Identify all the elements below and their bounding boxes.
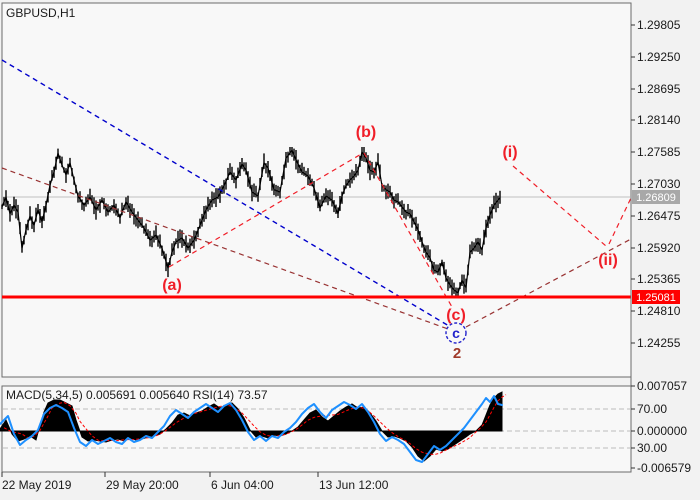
- wave-a-b-line[interactable]: [168, 152, 364, 268]
- price-tick-label: 1.24810: [637, 304, 681, 318]
- current-price-badge-label: 1.26809: [636, 192, 676, 204]
- price-tick-label: 1.24255: [637, 336, 681, 350]
- maroon-channel-line[interactable]: [1, 167, 449, 330]
- price-tick-label: 1.29250: [637, 50, 681, 64]
- symbol-title: GBPUSD,H1: [6, 6, 76, 20]
- price-tick-label: 1.28695: [637, 82, 681, 96]
- wave-b-c-line[interactable]: [363, 152, 453, 308]
- current-price-badge: [632, 190, 680, 204]
- price-tick-label: 1.27030: [637, 177, 681, 191]
- macd-histogram: [0, 391, 503, 462]
- support-level-badge: [632, 290, 680, 304]
- support-level-badge-label: 1.25081: [636, 292, 676, 304]
- price-panel[interactable]: [1, 2, 632, 378]
- wave-label-2: 2: [453, 345, 461, 362]
- wave-label-a: (a): [162, 277, 182, 294]
- indicator-axis[interactable]: 0.007057 70.00 0.000000 30.00 -0.006579: [631, 379, 691, 475]
- price-tick-label: 1.27585: [637, 145, 681, 159]
- time-axis[interactable]: 22 May 2019 29 May 20:00 6 Jun 04:00 13 …: [1, 472, 389, 492]
- time-tick-label: 13 Jun 12:00: [319, 478, 389, 492]
- wave-label-ii: (ii): [598, 252, 618, 269]
- wave-c-circle[interactable]: [445, 322, 467, 344]
- wave-label-c-inner: c: [452, 325, 460, 341]
- wave-i-ii-line[interactable]: [512, 165, 607, 247]
- candlestick-series: [1, 147, 501, 298]
- indicator-tick-label: 0.007057: [637, 379, 687, 393]
- indicator-tick-label: -0.006579: [637, 461, 691, 475]
- maroon-projection-line[interactable]: [465, 238, 632, 328]
- price-tick-label: 1.26475: [637, 209, 681, 223]
- price-axis[interactable]: 1.29805 1.29250 1.28695 1.28140 1.27585 …: [631, 18, 681, 350]
- price-tick-label: 1.28140: [637, 113, 681, 127]
- wave-label-i: (i): [502, 144, 517, 161]
- indicator-tick-label: 0.000000: [637, 424, 687, 438]
- time-tick-label: 22 May 2019: [2, 478, 72, 492]
- indicator-tick-label: 70.00: [637, 402, 667, 416]
- price-tick-label: 1.29805: [637, 18, 681, 32]
- price-tick-label: 1.25920: [637, 241, 681, 255]
- time-tick-label: 29 May 20:00: [106, 478, 179, 492]
- indicator-tick-label: 30.00: [637, 441, 667, 455]
- indicator-title: MACD(5,34,5) 0.005691 0.005640 RSI(14) 7…: [6, 388, 268, 402]
- time-tick-label: 6 Jun 04:00: [211, 478, 274, 492]
- wave-label-b: (b): [356, 124, 376, 141]
- blue-trendline[interactable]: [1, 59, 450, 327]
- rsi-line: [0, 395, 503, 463]
- price-tick-label: 1.25365: [637, 272, 681, 286]
- macd-signal-line: [3, 394, 507, 456]
- wave-label-c: (c): [446, 307, 466, 324]
